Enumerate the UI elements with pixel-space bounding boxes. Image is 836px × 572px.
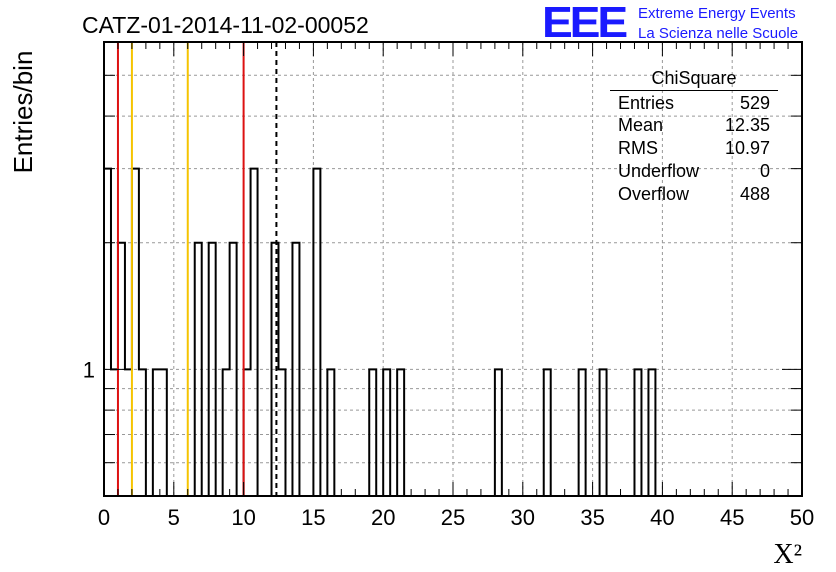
x-tick-label: 0	[98, 505, 110, 530]
y-tick-labels: 1	[83, 357, 95, 382]
stats-title: ChiSquare	[651, 68, 737, 88]
histogram-bin	[251, 169, 258, 496]
histogram-bin	[313, 169, 320, 496]
x-tick-label: 25	[441, 505, 465, 530]
stats-label: Overflow	[618, 184, 690, 204]
histogram-bin	[104, 169, 111, 496]
marker-lines	[116, 42, 278, 496]
stats-label: Underflow	[618, 161, 700, 181]
x-tick-label: 30	[511, 505, 535, 530]
stats-row-rms: RMS 10.97	[618, 137, 770, 159]
x-axis-label: X²	[773, 539, 802, 570]
stats-label: Mean	[618, 115, 664, 135]
y-tick-label: 1	[83, 357, 95, 382]
x-tick-label: 20	[371, 505, 395, 530]
stats-value: 529	[739, 93, 770, 113]
x-tick-label: 50	[790, 505, 814, 530]
y-axis-label: Entries/bin	[8, 51, 38, 174]
x-tick-label: 5	[168, 505, 180, 530]
x-tick-label: 10	[231, 505, 255, 530]
histogram-bin	[132, 169, 139, 496]
x-tick-label: 40	[650, 505, 674, 530]
stats-row-overflow: Overflow 488	[618, 183, 770, 205]
x-tick-labels: 0 5 10 15 20 25 30 35 40 45 50	[98, 505, 814, 530]
stats-value: 12.35	[724, 115, 770, 135]
logo-line-2: La Scienza nelle Scuole	[638, 25, 799, 42]
x-tick-label: 15	[301, 505, 325, 530]
stats-value: 488	[739, 184, 770, 204]
stats-box: ChiSquare Entries 529 Mean 12.35 RMS 10.…	[610, 68, 778, 208]
x-tick-label: 45	[720, 505, 744, 530]
stats-row-mean: Mean 12.35	[618, 114, 770, 136]
x-tick-label: 35	[580, 505, 604, 530]
chart-title: CATZ-01-2014-11-02-00052	[82, 12, 369, 38]
logo-mark: EEE	[542, 0, 628, 47]
stats-row-underflow: Underflow 0	[618, 160, 770, 182]
axis-ticks	[103, 41, 803, 497]
stats-value: 0	[759, 161, 770, 181]
stats-label: Entries	[618, 93, 675, 113]
eee-logo: EEE Extreme Energy Events La Scienza nel…	[542, 0, 832, 47]
stats-row-entries: Entries 529	[618, 92, 770, 114]
stats-label: RMS	[618, 138, 658, 158]
stats-value: 10.97	[724, 138, 770, 158]
logo-line-1: Extreme Energy Events	[638, 5, 796, 22]
stats-divider	[610, 90, 778, 91]
